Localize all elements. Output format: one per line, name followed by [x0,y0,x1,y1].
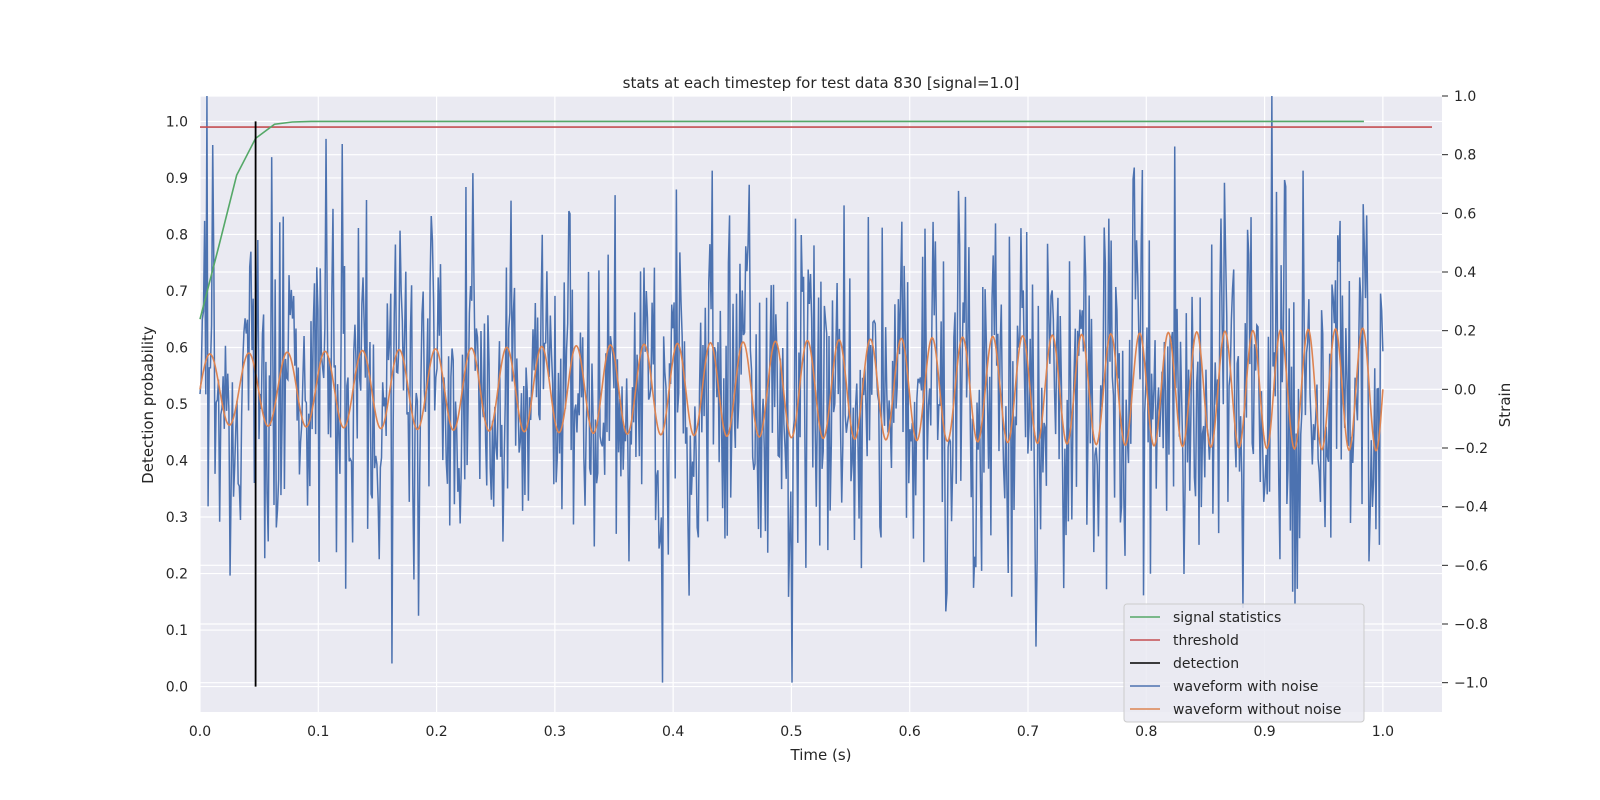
y2-tick-label: 0.2 [1454,324,1476,340]
waveform-without-noise-line [199,327,1384,452]
x-axis-label: Time (s) [790,746,852,764]
y-tick-label: 0.6 [166,340,188,356]
y-tick-label: 0.7 [166,284,188,300]
y2-tick-label: 0.0 [1454,382,1476,398]
plot-area [199,95,1432,687]
x-tick-label: 0.9 [1253,724,1275,740]
y-axis-left: 0.0 0.1 0.2 0.3 0.4 0.5 0.6 0.7 0.8 0.9 1.0 [166,114,188,695]
chart-title: stats at each timestep for test data 830… [623,74,1020,92]
signal-statistics-line [199,120,1364,320]
x-tick-label: 0.7 [1017,724,1039,740]
y2-tick-label: −0.8 [1454,617,1488,633]
legend-label-signal-statistics: signal statistics [1173,610,1281,626]
y2-tick-label: −0.4 [1454,500,1488,516]
waveform-with-noise-line [199,95,1384,683]
y-axis-right: −1.0 −0.8 −0.6 −0.4 −0.2 0.0 0.2 0.4 0.6 0.8 1.0 [1442,89,1488,692]
y-tick-label: 0.4 [166,454,188,470]
y-tick-label: 0.5 [166,397,188,413]
x-tick-label: 1.0 [1372,724,1394,740]
legend-label-waveform-without-noise: waveform without noise [1173,702,1341,718]
y2-tick-label: −0.2 [1454,441,1488,457]
x-tick-label: 0.4 [662,724,684,740]
x-tick-label: 0.3 [544,724,566,740]
y2-axis-label: Strain [1496,383,1514,427]
y-tick-label: 0.9 [166,171,188,187]
y2-tick-label: 0.6 [1454,206,1476,222]
x-axis: 0.0 0.1 0.2 0.3 0.4 0.5 0.6 0.7 0.8 0.9 1.0 [189,724,1394,740]
y-tick-label: 1.0 [166,114,188,130]
x-tick-label: 0.0 [189,724,211,740]
legend-label-detection: detection [1173,656,1239,672]
legend-label-waveform-with-noise: waveform with noise [1173,679,1318,695]
y2-tick-label: 1.0 [1454,89,1476,105]
y2-tick-label: 0.8 [1454,148,1476,164]
legend: signal statistics threshold detection wa… [1123,603,1365,723]
y2-tick-label: −0.6 [1454,558,1488,574]
y2-tick-label: −1.0 [1454,676,1488,692]
y-tick-label: 0.8 [166,227,188,243]
x-tick-label: 0.6 [899,724,921,740]
y-tick-label: 0.0 [166,680,188,696]
y-tick-label: 0.1 [166,623,188,639]
x-tick-label: 0.1 [307,724,329,740]
x-tick-label: 0.5 [780,724,802,740]
y-tick-label: 0.3 [166,510,188,526]
x-tick-label: 0.8 [1135,724,1157,740]
y2-tick-label: 0.4 [1454,265,1476,281]
x-tick-label: 0.2 [425,724,447,740]
legend-box [1123,603,1365,723]
y-axis-label: Detection probability [139,326,157,484]
legend-label-threshold: threshold [1173,633,1239,649]
y-tick-label: 0.2 [166,567,188,583]
